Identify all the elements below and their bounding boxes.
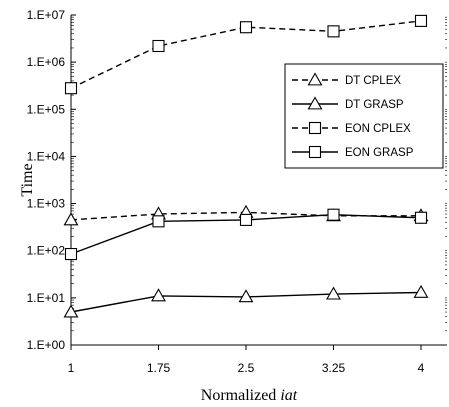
y-axis-ticks: 1.E+00 1.E+01 1.E+02 1.E+03 1.E+04 1.E+05 1.E+… [27, 8, 447, 352]
y-tick-label: 1.E+02 [27, 244, 66, 258]
data-point [414, 14, 428, 27]
legend-item: EON CPLEX [292, 121, 411, 135]
y-tick-label: 1.E+05 [27, 102, 66, 116]
x-axis-title-main: Normalized [201, 387, 281, 404]
data-point [327, 208, 340, 221]
data-point [152, 215, 165, 228]
legend-item: DT CPLEX [292, 72, 401, 87]
legend-marker [307, 96, 323, 110]
legend-label: EON CPLEX [345, 123, 411, 135]
series-dt-grasp [63, 284, 429, 318]
data-point [326, 286, 341, 300]
data-point [239, 21, 253, 34]
x-axis-ticks: 1 1.75 2.5 3.25 4 [68, 345, 425, 375]
data-point [239, 213, 253, 226]
x-tick-label: 1 [68, 361, 75, 375]
x-tick-label: 3.25 [322, 361, 346, 375]
legend-marker [308, 145, 322, 159]
y-tick-label: 1.E+07 [27, 8, 66, 22]
data-point [63, 212, 79, 226]
legend-label: DT GRASP [345, 99, 404, 111]
x-axis-title-italic: iat [280, 387, 297, 404]
data-point [413, 284, 429, 298]
y-tick-label: 1.E+00 [27, 338, 66, 352]
legend-item: DT GRASP [292, 96, 404, 111]
legend: DT CPLEX DT GRASP EON CPLEX EON GRASP [284, 63, 444, 169]
data-point [64, 247, 78, 261]
y-tick-label: 1.E+06 [27, 55, 66, 69]
x-tick-label: 2.5 [238, 361, 255, 375]
y-tick-label: 1.E+01 [27, 291, 66, 305]
y-tick-label: 1.E+04 [27, 149, 66, 163]
legend-marker [308, 121, 322, 135]
legend-label: DT CPLEX [345, 75, 401, 87]
series-eon-grasp [64, 208, 428, 261]
y-axis-title: Time [19, 163, 36, 196]
x-tick-label: 4 [418, 361, 425, 375]
series-layer [63, 14, 429, 318]
data-point [327, 25, 340, 38]
series-line [70, 20, 422, 89]
data-point [151, 288, 166, 302]
data-point [63, 304, 79, 318]
x-axis-title: Normalized iat [201, 387, 298, 404]
data-point [152, 39, 165, 53]
legend-marker [307, 72, 323, 86]
x-tick-label: 1.75 [147, 361, 171, 375]
data-point [238, 289, 254, 303]
series-eon-cplex [64, 14, 428, 95]
data-point [414, 211, 428, 224]
data-point [64, 82, 78, 95]
legend-item: EON GRASP [292, 145, 414, 159]
legend-label: EON GRASP [345, 147, 414, 159]
y-tick-label: 1.E+03 [27, 197, 66, 211]
